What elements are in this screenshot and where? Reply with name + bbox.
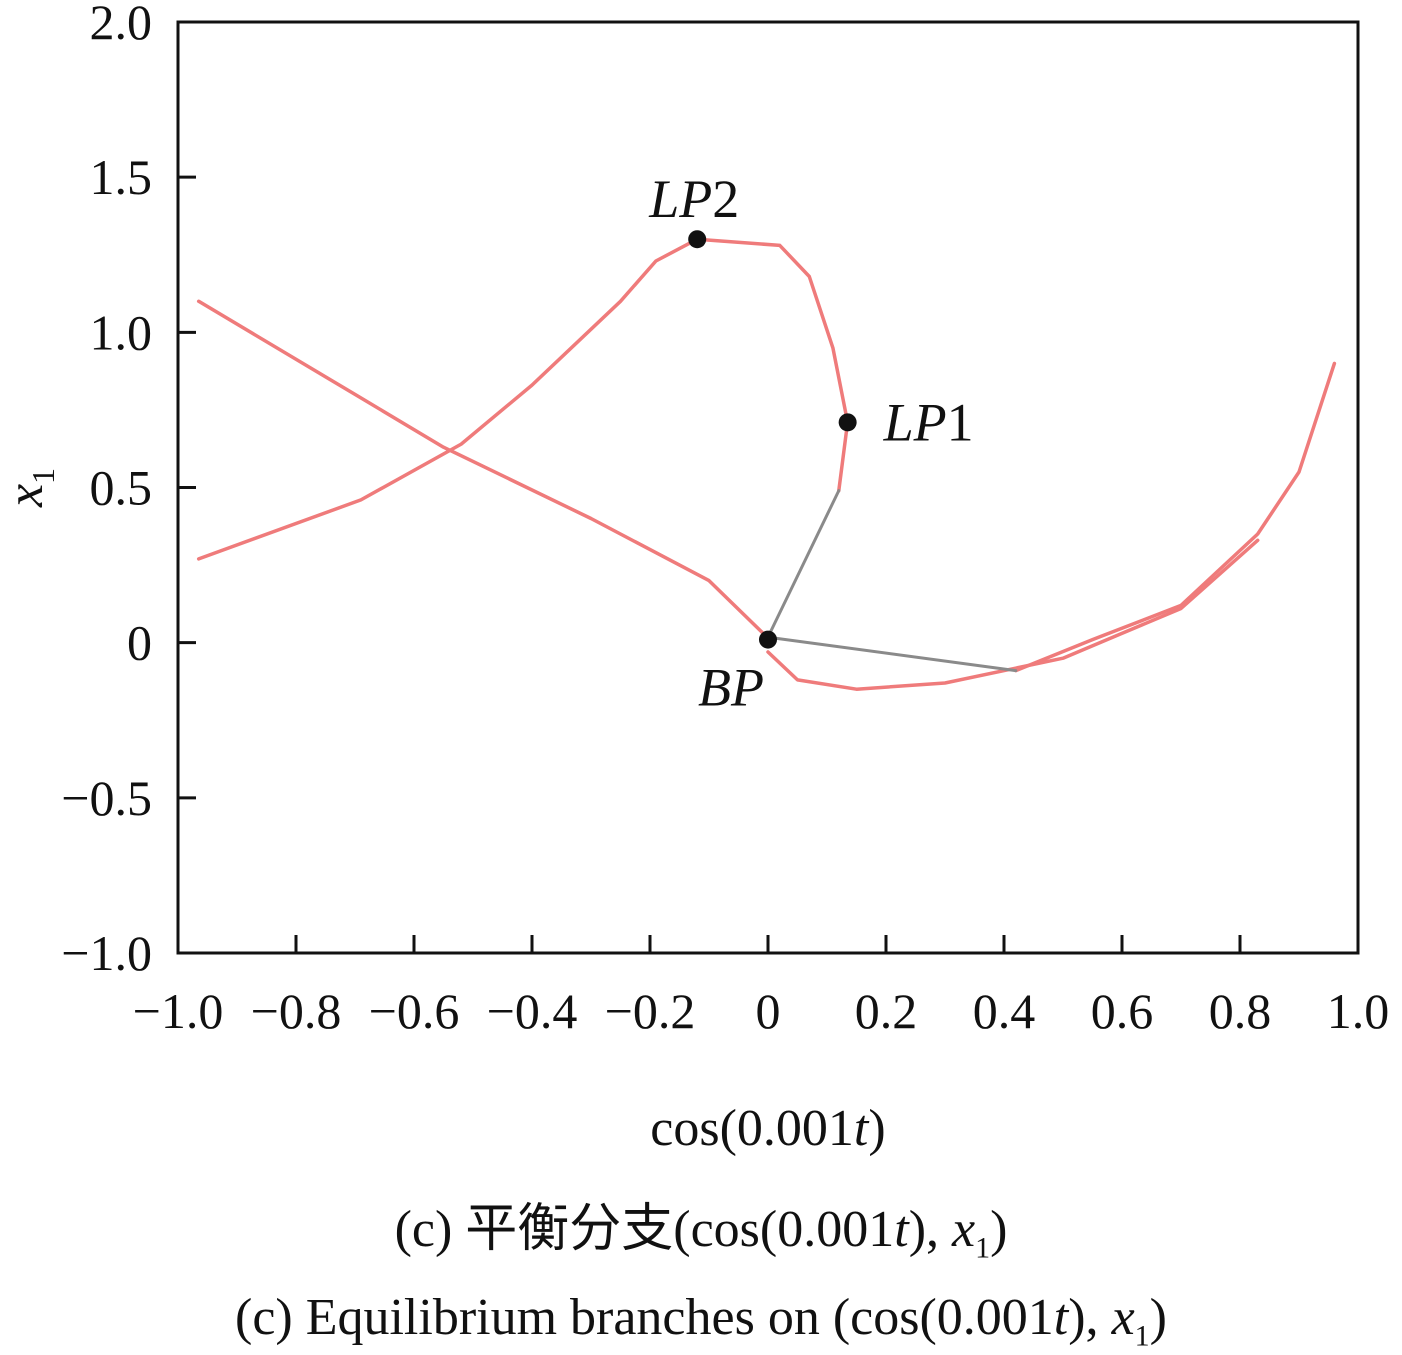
point-lp1 xyxy=(838,413,857,432)
x-tick-label: −1.0 xyxy=(133,983,224,1039)
svg-text:x1: x1 xyxy=(0,468,61,508)
x-tick-label: 0.2 xyxy=(855,983,918,1039)
label-lp2: LP2 xyxy=(648,169,739,229)
y-tick-label: −0.5 xyxy=(61,770,152,826)
x-tick-label: 0.8 xyxy=(1209,983,1272,1039)
x-tick-label: 0 xyxy=(756,983,781,1039)
series-line-bp-to-lp1 xyxy=(768,489,841,635)
point-lp2 xyxy=(688,230,707,249)
label-lp1: LP1 xyxy=(883,392,974,452)
special-points-layer: LP2 LP1 BP xyxy=(648,169,973,717)
series-line-right-upper xyxy=(1014,361,1337,673)
y-tick-label: 1.0 xyxy=(90,304,153,360)
y-tick-label: 2.0 xyxy=(90,0,153,50)
x-tick-label: −0.6 xyxy=(369,983,460,1039)
label-bp: BP xyxy=(698,658,764,718)
series-line-bp-to-right xyxy=(772,636,1018,673)
x-tick-label: 0.6 xyxy=(1091,983,1154,1039)
x-tick-label: −0.4 xyxy=(487,983,578,1039)
axis-layer: −1.0 −0.8 −0.6 −0.4 −0.2 0 0.2 0.4 0.6 0.8 1.0 −1.0… xyxy=(0,0,1389,1157)
caption-english: (c) Equilibrium branches on (cos(0.001t)… xyxy=(235,1289,1167,1353)
series-line-diagonal xyxy=(196,299,770,640)
y-axis-title: x1 xyxy=(0,468,61,508)
x-tick-label: −0.2 xyxy=(605,983,696,1039)
plot-frame xyxy=(176,20,1360,955)
x-tick-label: 1.0 xyxy=(1327,983,1390,1039)
caption-chinese: (c) 平衡分支(cos(0.001t), x1) xyxy=(394,1201,1008,1265)
x-tick-label: 0.4 xyxy=(973,983,1036,1039)
series-line-right-lower xyxy=(766,538,1260,691)
y-tick-label: −1.0 xyxy=(61,925,152,981)
point-bp xyxy=(759,630,777,649)
y-tick-label: 0 xyxy=(127,615,152,671)
series-line-loop-to-lp1 xyxy=(196,237,850,561)
series-layer xyxy=(196,237,1337,691)
x-axis-title: cos(0.001t) xyxy=(650,1100,885,1157)
x-tick-label: −0.8 xyxy=(251,983,342,1039)
y-tick-label: 0.5 xyxy=(90,460,153,516)
y-tick-label: 1.5 xyxy=(90,149,153,205)
